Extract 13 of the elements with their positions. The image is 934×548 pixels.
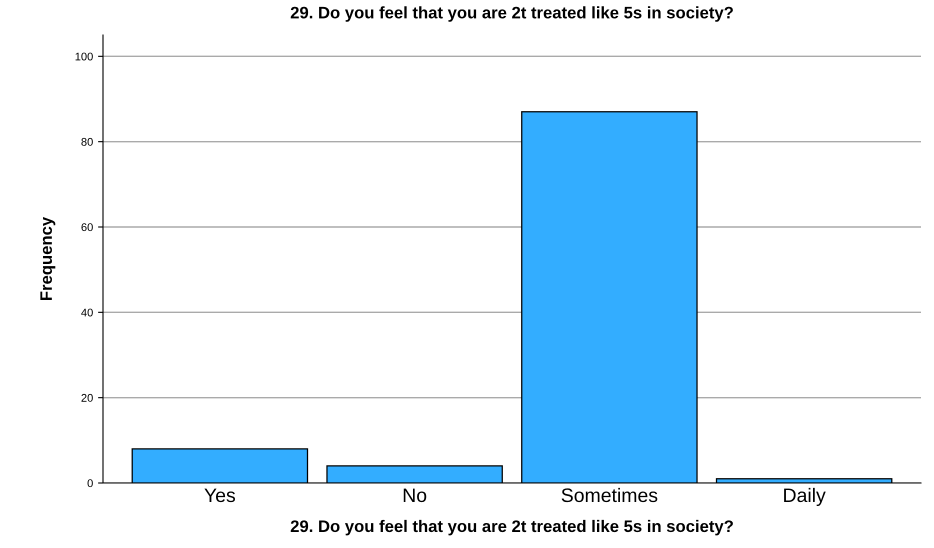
y-tick-label: 100 (76, 52, 93, 60)
y-tick-label: 0 (88, 479, 93, 488)
y-tick-label: 20 (81, 394, 93, 402)
y-tick-label: 80 (81, 138, 93, 146)
x-tick-label: Yes (204, 488, 236, 502)
x-axis-title: 29. Do you feel that you are 2t treated like 5s in society? (290, 520, 733, 536)
y-axis-title: Frequency (40, 216, 56, 300)
y-tick-label: 60 (81, 223, 93, 232)
chart-title: 29. Do you feel that you are 2t treated like 5s in society? (290, 6, 733, 22)
y-tick-label: 40 (81, 308, 93, 316)
x-tick-label: No (404, 488, 426, 502)
x-tick-label: Sometimes (562, 488, 658, 502)
x-tick-label: Daily (784, 488, 826, 506)
